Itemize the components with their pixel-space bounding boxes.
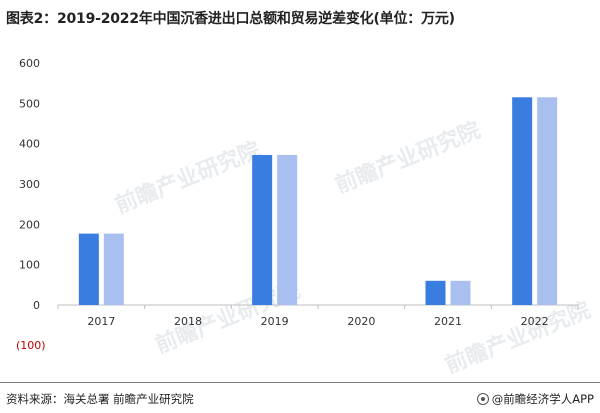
bar-2022-s1: [512, 97, 533, 306]
bar-2022-s2: [537, 97, 558, 306]
y-tick-label: 500: [19, 97, 40, 110]
y-tick-label: 100: [19, 259, 40, 272]
y-tick-label: 300: [19, 178, 40, 191]
y-tick-label: 400: [19, 138, 40, 151]
x-tick-label: 2020: [347, 315, 375, 328]
bar-2017-s1: [78, 233, 99, 305]
bar-chart: 600 500 400 300 200 100 0 (100) 2017 2018 2019 2020…: [16, 57, 579, 352]
bar-2017-s2: [103, 233, 124, 305]
x-tick-label: 2019: [261, 315, 289, 328]
x-tick-label: 2021: [434, 315, 462, 328]
x-tick-label: 2018: [174, 315, 202, 328]
footer: 资料来源：海关总署 前瞻产业研究院 @前瞻经济学人APP: [0, 382, 600, 413]
y-tick-label: 0: [33, 299, 40, 312]
y-tick-label: 200: [19, 218, 40, 231]
brand-text: @前瞻经济学人APP: [491, 392, 594, 406]
bar-2019-s2: [277, 154, 298, 305]
x-tick-label: 2017: [87, 315, 115, 328]
chart-title: 图表2：2019-2022年中国沉香进出口总额和贸易逆差变化(单位：万元): [6, 11, 455, 27]
y-tick-label: (100): [16, 339, 46, 352]
bar-2021-s1: [425, 280, 446, 305]
brand: @前瞻经济学人APP: [476, 391, 594, 407]
bar-2021-s2: [450, 280, 471, 305]
brand-logo-icon: [476, 393, 489, 405]
bar-2019-s1: [252, 154, 273, 305]
x-tick-label: 2022: [521, 315, 549, 328]
source-text: 资料来源：海关总署 前瞻产业研究院: [6, 392, 194, 406]
y-tick-label: 600: [19, 57, 40, 70]
